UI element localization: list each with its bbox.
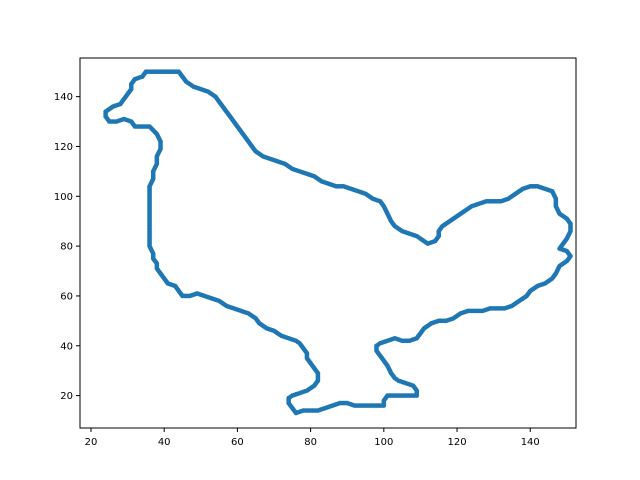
x-tick-label: 80: [304, 437, 317, 448]
x-tick-label: 140: [521, 437, 540, 448]
plot-frame: [79, 57, 577, 429]
y-tick-label: 100: [54, 192, 73, 203]
x-tick-label: 100: [374, 437, 393, 448]
y-tick-label: 20: [60, 391, 73, 402]
y-tick-label: 120: [54, 142, 73, 153]
y-tick-label: 40: [60, 341, 73, 352]
y-tick-label: 60: [60, 291, 73, 302]
axes: [79, 57, 577, 429]
y-axis-ticks: 20 40 60 80 100 120 140: [54, 92, 80, 402]
y-tick-label: 140: [54, 92, 73, 103]
x-tick-label: 60: [231, 437, 244, 448]
data-point: [145, 69, 151, 74]
x-tick-label: 20: [85, 437, 98, 448]
x-tick-label: 120: [447, 437, 466, 448]
x-axis-ticks: 20 40 60 80 100 120 140: [85, 428, 540, 448]
y-tick-label: 80: [60, 242, 73, 253]
data-points: [103, 69, 573, 416]
x-tick-label: 40: [158, 437, 171, 448]
